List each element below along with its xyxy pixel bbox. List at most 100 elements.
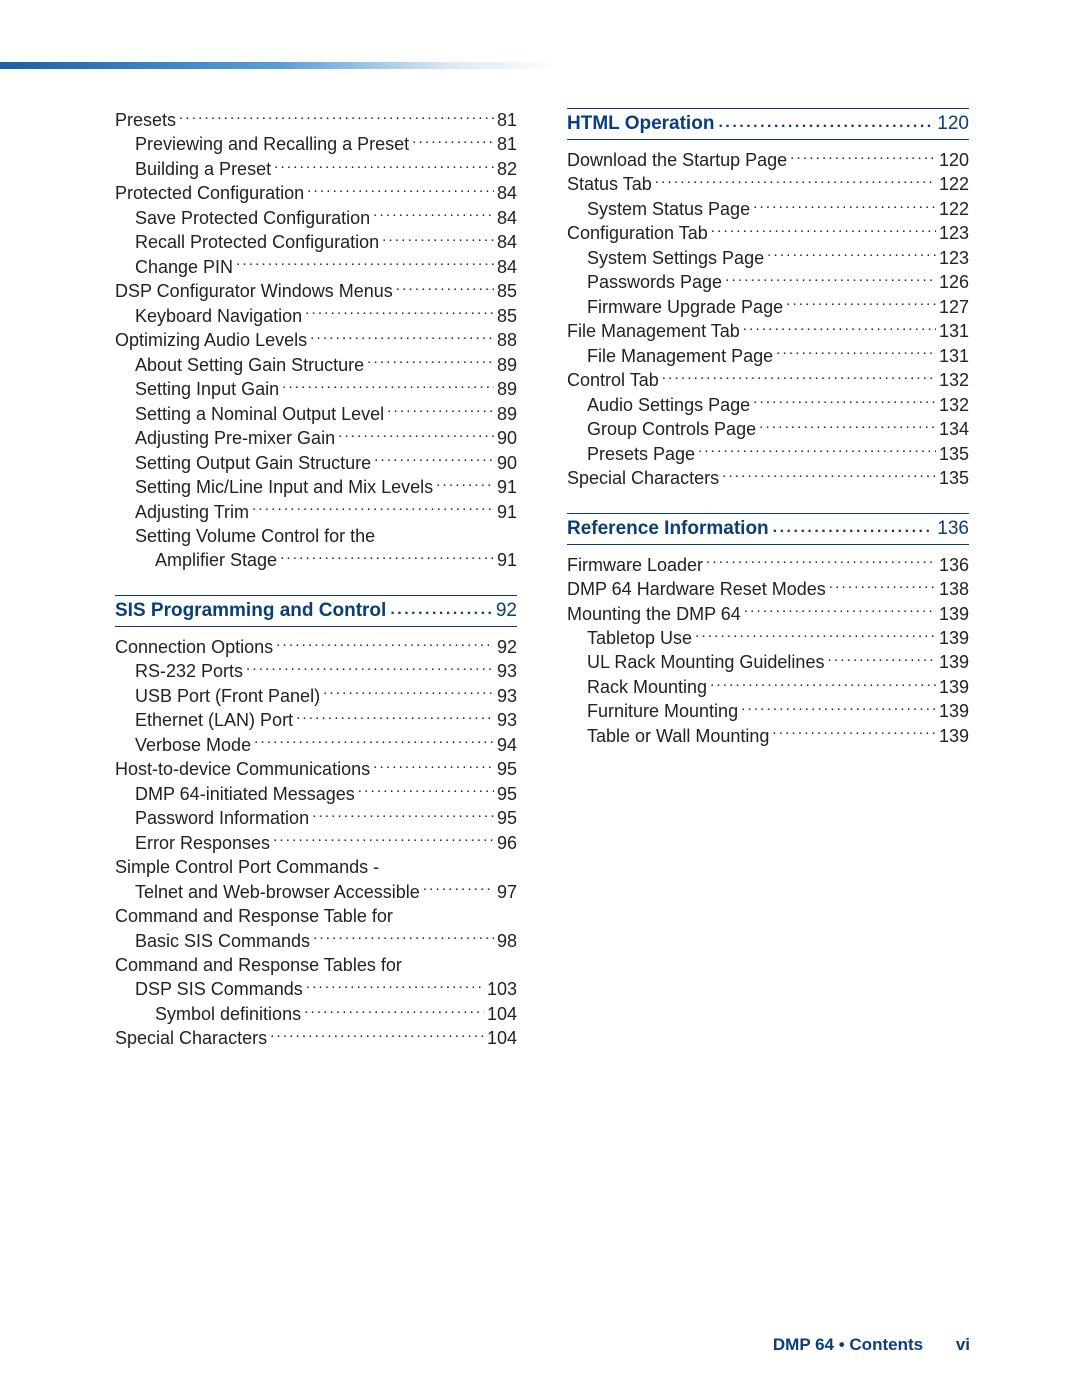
toc-entry[interactable]: Command and Response Tables for: [115, 953, 517, 977]
leader-dots: [252, 500, 494, 518]
toc-entry[interactable]: Optimizing Audio Levels 88: [115, 328, 517, 352]
toc-entry[interactable]: DMP 64-initiated Messages95: [115, 782, 517, 806]
toc-entry[interactable]: Verbose Mode94: [115, 733, 517, 757]
toc-label: Amplifier Stage: [155, 548, 277, 572]
toc-entry[interactable]: Firmware Loader136: [567, 553, 969, 577]
toc-entry[interactable]: Setting Volume Control for the: [115, 524, 517, 548]
toc-entry[interactable]: Control Tab132: [567, 368, 969, 392]
toc-label: Special Characters: [115, 1026, 267, 1050]
leader-dots: [786, 295, 936, 313]
toc-entry[interactable]: DSP Configurator Windows Menus85: [115, 279, 517, 303]
toc-entry[interactable]: Change PIN84: [115, 255, 517, 279]
toc-label: Connection Options: [115, 635, 273, 659]
toc-entry[interactable]: USB Port (Front Panel)93: [115, 684, 517, 708]
toc-entry[interactable]: System Status Page122: [567, 197, 969, 221]
toc-entry[interactable]: Amplifier Stage 91: [115, 548, 517, 572]
toc-label: Table or Wall Mounting: [587, 724, 769, 748]
leader-dots: [338, 426, 494, 444]
toc-entry[interactable]: Presets Page135: [567, 442, 969, 466]
toc-entry[interactable]: Tabletop Use139: [567, 626, 969, 650]
toc-entry[interactable]: Ethernet (LAN) Port93: [115, 708, 517, 732]
toc-page: 123: [939, 246, 969, 270]
section-title: Reference Information: [567, 518, 769, 540]
toc-page: 126: [939, 270, 969, 294]
toc-entry[interactable]: Basic SIS Commands98: [115, 929, 517, 953]
toc-entry[interactable]: Download the Startup Page120: [567, 148, 969, 172]
toc-entry[interactable]: About Setting Gain Structure89: [115, 353, 517, 377]
leader-dots: [387, 402, 494, 420]
section-heading[interactable]: SIS Programming and Control92: [115, 595, 517, 627]
toc-entry[interactable]: Passwords Page126: [567, 270, 969, 294]
section-heading[interactable]: HTML Operation120: [567, 108, 969, 140]
toc-entry[interactable]: Group Controls Page134: [567, 417, 969, 441]
toc-entry[interactable]: Firmware Upgrade Page127: [567, 295, 969, 319]
toc-label: Audio Settings Page: [587, 393, 750, 417]
page-footer: DMP 64 • Contents vi: [773, 1335, 970, 1355]
toc-page: 95: [497, 806, 517, 830]
toc-entry[interactable]: Setting Output Gain Structure90: [115, 451, 517, 475]
toc-entry[interactable]: Telnet and Web-browser Accessible97: [115, 880, 517, 904]
toc-entry[interactable]: File Management Page 131: [567, 344, 969, 368]
toc-page: 89: [497, 377, 517, 401]
toc-entry[interactable]: Setting Input Gain89: [115, 377, 517, 401]
toc-entry[interactable]: Special Characters135: [567, 466, 969, 490]
toc-entry[interactable]: Host-to-device Communications95: [115, 757, 517, 781]
leader-dots: [276, 635, 494, 653]
leader-dots: [312, 806, 494, 824]
toc-entry[interactable]: Save Protected Configuration84: [115, 206, 517, 230]
leader-dots: [753, 393, 936, 411]
toc-entry[interactable]: Audio Settings Page132: [567, 393, 969, 417]
leader-dots: [759, 417, 936, 435]
toc-entry[interactable]: Building a Preset82: [115, 157, 517, 181]
toc-entry[interactable]: Setting Mic/Line Input and Mix Levels91: [115, 475, 517, 499]
toc-entry[interactable]: Password Information95: [115, 806, 517, 830]
toc-page: 88: [497, 328, 517, 352]
toc-entry[interactable]: Error Responses96: [115, 831, 517, 855]
toc-page: 131: [939, 344, 969, 368]
toc-entry[interactable]: Setting a Nominal Output Level89: [115, 402, 517, 426]
toc-label: System Settings Page: [587, 246, 764, 270]
toc-page: 89: [497, 402, 517, 426]
toc-entry[interactable]: Adjusting Trim91: [115, 500, 517, 524]
toc-entry[interactable]: Symbol definitions104: [115, 1002, 517, 1026]
toc-entry[interactable]: Simple Control Port Commands -: [115, 855, 517, 879]
toc-entry[interactable]: DMP 64 Hardware Reset Modes138: [567, 577, 969, 601]
toc-page: 139: [939, 626, 969, 650]
toc-entry[interactable]: RS-232 Ports93: [115, 659, 517, 683]
toc-entry[interactable]: Furniture Mounting139: [567, 699, 969, 723]
toc-page: 139: [939, 650, 969, 674]
toc-entries: Firmware Loader136DMP 64 Hardware Reset …: [567, 553, 969, 749]
toc-entry[interactable]: Recall Protected Configuration84: [115, 230, 517, 254]
toc-entry[interactable]: Connection Options92: [115, 635, 517, 659]
section-heading[interactable]: Reference Information136: [567, 513, 969, 545]
toc-page: 94: [497, 733, 517, 757]
toc-entry[interactable]: DSP SIS Commands103: [115, 977, 517, 1001]
toc-label: Building a Preset: [135, 157, 271, 181]
toc-label: File Management Tab: [567, 319, 740, 343]
toc-entry[interactable]: Mounting the DMP 64139: [567, 602, 969, 626]
toc-entry[interactable]: UL Rack Mounting Guidelines139: [567, 650, 969, 674]
toc-entry[interactable]: File Management Tab131: [567, 319, 969, 343]
toc-entry[interactable]: Presets81: [115, 108, 517, 132]
toc-entry[interactable]: Table or Wall Mounting139: [567, 724, 969, 748]
toc-label: File Management Page: [587, 344, 773, 368]
toc-entry[interactable]: Special Characters104: [115, 1026, 517, 1050]
left-column: Presets81Previewing and Recalling a Pres…: [115, 108, 517, 1073]
toc-entry[interactable]: Protected Configuration84: [115, 181, 517, 205]
toc-entry[interactable]: Keyboard Navigation85: [115, 304, 517, 328]
leader-dots: [305, 304, 494, 322]
toc-entry[interactable]: System Settings Page 123: [567, 246, 969, 270]
leader-dots: [722, 466, 936, 484]
toc-page: 93: [497, 708, 517, 732]
toc-entry[interactable]: Command and Response Table for: [115, 904, 517, 928]
leader-dots: [772, 724, 936, 742]
toc-label: Telnet and Web-browser Accessible: [135, 880, 420, 904]
toc-entry[interactable]: Configuration Tab123: [567, 221, 969, 245]
toc-label: Optimizing Audio Levels: [115, 328, 307, 352]
toc-page: 91: [497, 548, 517, 572]
toc-label: Previewing and Recalling a Preset: [135, 132, 409, 156]
toc-entry[interactable]: Adjusting Pre-mixer Gain90: [115, 426, 517, 450]
toc-entry[interactable]: Previewing and Recalling a Preset81: [115, 132, 517, 156]
toc-entry[interactable]: Status Tab122: [567, 172, 969, 196]
toc-entry[interactable]: Rack Mounting139: [567, 675, 969, 699]
